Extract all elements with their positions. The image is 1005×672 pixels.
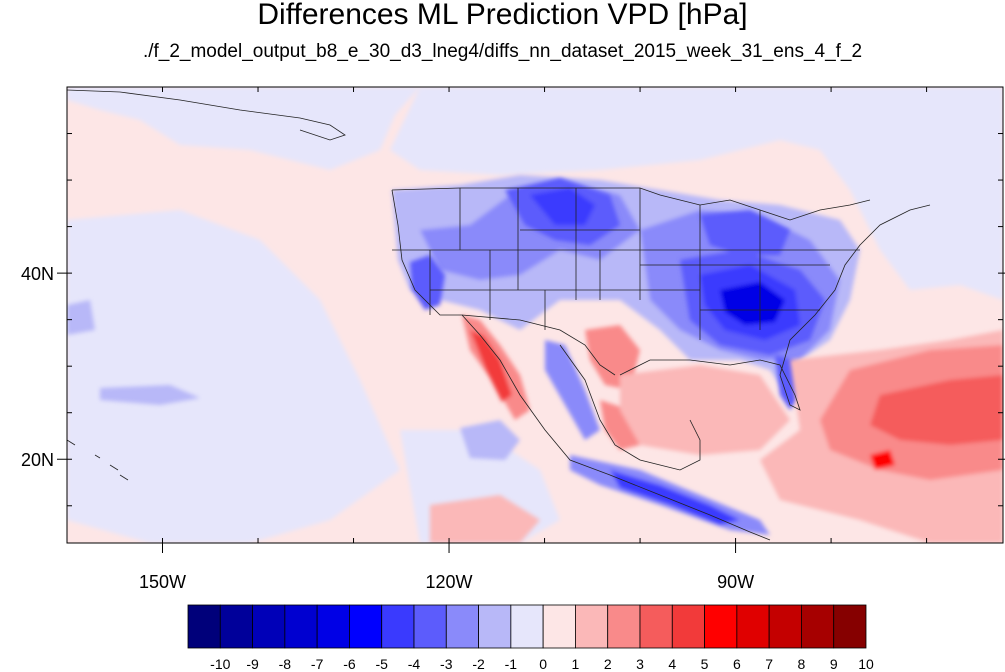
colorbar-label: 8 [798, 656, 806, 672]
atlantic-hotspot [870, 450, 895, 470]
positive-regions [430, 315, 1003, 543]
alaska-coast [67, 89, 346, 141]
colorbar-label: 6 [733, 656, 741, 672]
north-america-coastline [391, 189, 931, 541]
southeast-deepest [720, 282, 785, 325]
pacific-negative-area [67, 87, 420, 170]
y-tick-label: 40N [21, 264, 54, 284]
colorbar-swatch [704, 604, 738, 649]
far-west-negative [67, 300, 95, 335]
colorbar-label: 10 [858, 656, 874, 672]
colorbar-swatch [801, 604, 835, 649]
colorbar-swatch [768, 604, 802, 649]
colorbar-swatch [381, 604, 415, 649]
colorbar-label: -3 [440, 656, 453, 672]
sierra-madre-band [545, 340, 600, 440]
state-borders [392, 188, 860, 340]
axis-tick-labels: 150W 120W 90W 40N 20N [21, 264, 754, 592]
colorbar-swatch [478, 604, 512, 649]
colorbar-swatch [445, 604, 479, 649]
colorbar-label: -5 [375, 656, 388, 672]
hawaii-west-negative [100, 385, 200, 405]
colorbar-label: 2 [604, 656, 612, 672]
colorbar-swatch [639, 604, 673, 649]
map-title: Differences ML Prediction VPD [hPa] [257, 0, 748, 31]
eastern-pacific-positive [430, 495, 540, 543]
colorbar-swatch [413, 604, 447, 649]
usa-strong-negative [410, 178, 825, 410]
baja-positive-core [470, 330, 512, 402]
colorbar-swatch [542, 604, 576, 649]
colorbar-label: 4 [668, 656, 676, 672]
atlantic-positive-core [870, 375, 1003, 445]
mexico-negative-bands [67, 300, 770, 535]
coastlines-and-borders [67, 89, 931, 541]
colorbar-swatch [187, 604, 221, 649]
colorbar-swatch [349, 604, 383, 649]
x-tick-label: 90W [717, 572, 754, 592]
central-pacific-negative [67, 210, 400, 543]
colorbar-swatch [736, 604, 770, 649]
colorbar-swatch [252, 604, 286, 649]
hawaii-islands [67, 439, 129, 481]
colorbar-label: -4 [408, 656, 421, 672]
colorbar: -10 -9 -8 -7 -6 -5 -4 -3 -2 -1 0 1 2 3 4 5 6 7 8 9 10 [187, 604, 874, 672]
colorbar-swatch [833, 604, 867, 649]
colorbar-label: 7 [765, 656, 773, 672]
x-tick-label: 120W [426, 572, 473, 592]
colorbar-label: -6 [343, 656, 356, 672]
colorbar-swatch [575, 604, 609, 649]
colorbar-label: -7 [311, 656, 324, 672]
map-panel [67, 87, 1003, 543]
colorbar-label: 1 [572, 656, 580, 672]
colorbar-label: -8 [279, 656, 292, 672]
colorbar-label: 0 [539, 656, 547, 672]
southern-mexico-deep [610, 470, 740, 525]
x-tick-label: 150W [139, 572, 186, 592]
colorbar-swatch [510, 604, 544, 649]
texas-positive [585, 325, 640, 390]
colorbar-swatch [316, 604, 350, 649]
axis-ticks [57, 87, 1005, 553]
west-coast-core [410, 255, 445, 310]
map-frame [66, 86, 1004, 544]
colorbar-swatch [219, 604, 253, 649]
gulf-positive [620, 365, 790, 455]
map-subtitle: ./f_2_model_output_b8_e_30_d3_lneg4/diff… [142, 41, 863, 62]
y-tick-label: 20N [21, 450, 54, 470]
northern-plains-deep [530, 188, 595, 225]
colorbar-swatch [671, 604, 705, 649]
colorbar-label: -10 [210, 656, 230, 672]
canada-us-border [391, 187, 871, 221]
colorbar-label: 5 [701, 656, 709, 672]
great-lakes-core [700, 210, 790, 255]
us-mexico-border [461, 314, 616, 376]
colorbar-swatch [284, 604, 318, 649]
pacific-blob-negative [460, 420, 520, 460]
colorbar-swatch [607, 604, 641, 649]
colorbar-label: 9 [830, 656, 838, 672]
colorbar-label: 3 [636, 656, 644, 672]
colorbar-label: -1 [505, 656, 518, 672]
colorbar-label: -2 [472, 656, 485, 672]
north-negative-band [390, 87, 1003, 300]
colorbar-label: -9 [246, 656, 259, 672]
